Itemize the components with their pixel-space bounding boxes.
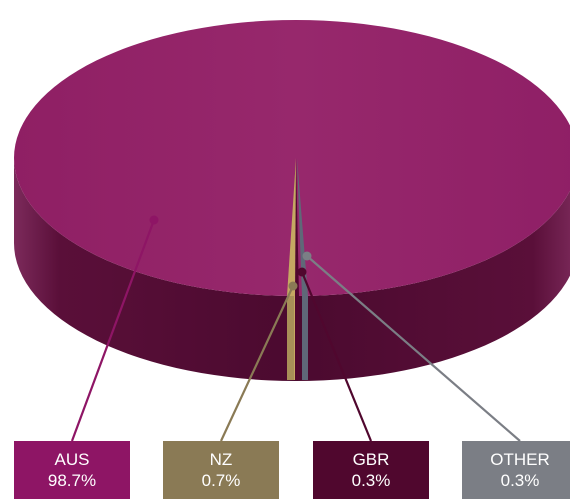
leader-line-gbr (300, 271, 373, 442)
legend-aus: AUS 98.7% (14, 441, 130, 499)
legend-other-value: 0.3% (500, 471, 540, 490)
pie-slice-gbr (295, 158, 299, 380)
legend-nz-label: NZ (209, 450, 233, 469)
legend-nz-value: 0.7% (201, 471, 241, 490)
legend-gbr: GBR 0.3% (313, 441, 429, 499)
pie-side (14, 158, 570, 381)
leader-line-aus (70, 219, 156, 442)
legend-other: OTHER 0.3% (462, 441, 570, 499)
leader-dot-other (302, 251, 312, 261)
leader-line-nz (220, 285, 294, 442)
legend-gbr-label: GBR (352, 450, 390, 469)
pie-slice-aus-side (14, 158, 570, 381)
legend-nz: NZ 0.7% (163, 441, 279, 499)
pie-top (14, 20, 570, 380)
legend-other-label: OTHER (490, 450, 550, 469)
legend-aus-value: 98.7% (47, 471, 97, 490)
leader-dot-aus (149, 215, 159, 225)
pie-slice-nz-side (287, 296, 294, 380)
leader-lines (70, 215, 521, 442)
legend-gbr-value: 0.3% (351, 471, 391, 490)
leader-dot-gbr (297, 267, 307, 277)
legend-aus-label: AUS (54, 450, 90, 469)
leader-dot-nz (288, 281, 298, 291)
pie-slice-aus (14, 20, 570, 296)
leader-line-other (306, 255, 521, 442)
